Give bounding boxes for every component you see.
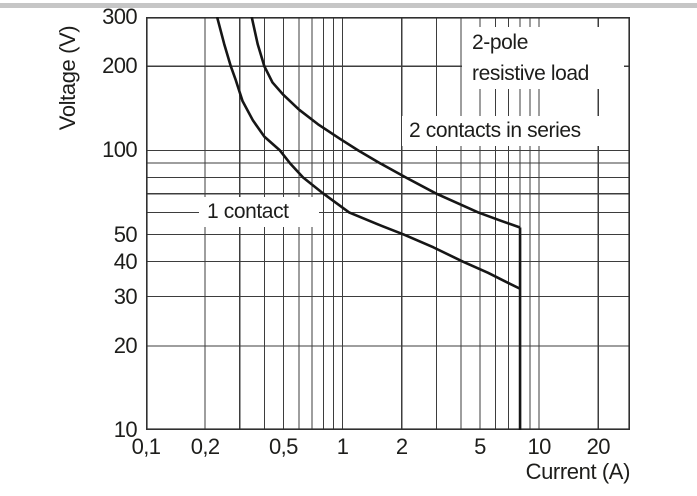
top-divider-line bbox=[0, 3, 697, 8]
x-tick-label: 1 bbox=[336, 434, 349, 459]
annotation-line: 2-pole bbox=[472, 31, 528, 54]
y-tick-label: 20 bbox=[113, 332, 138, 358]
x-tick-label: 0,2 bbox=[190, 434, 220, 459]
x-tick-label: 20 bbox=[586, 434, 611, 459]
x-tick-label: 0,5 bbox=[268, 434, 298, 459]
x-tick-label: 0,1 bbox=[131, 434, 161, 459]
curve-2-contacts-in-series bbox=[250, 17, 521, 229]
annotation-line: 2 contacts in series bbox=[409, 119, 581, 142]
annotation-line: 1 contact bbox=[207, 200, 289, 223]
x-tick-label: 2 bbox=[395, 434, 408, 459]
y-tick-label: 10 bbox=[113, 417, 138, 442]
plot-border bbox=[146, 17, 630, 430]
annotation-two-pole-resistive-load: 2-pole resistive load bbox=[462, 27, 624, 89]
annotation-line: resistive load bbox=[472, 62, 589, 85]
y-tick-label: 200 bbox=[102, 53, 138, 79]
x-tick-label: 10 bbox=[527, 434, 551, 459]
y-tick-label: 300 bbox=[102, 4, 138, 29]
y-tick-label: 30 bbox=[113, 283, 138, 309]
curve-1-contact bbox=[215, 17, 521, 290]
plot-area: 2-pole resistive load 2 contacts in seri… bbox=[146, 17, 630, 430]
y-tick-label: 50 bbox=[113, 221, 138, 247]
annotation-two-contacts-in-series: 2 contacts in series bbox=[402, 116, 619, 146]
y-axis-title: Voltage (V) bbox=[55, 25, 80, 131]
x-tick-label: 5 bbox=[474, 434, 486, 459]
x-axis-title: Current (A) bbox=[525, 459, 631, 484]
y-tick-label: 100 bbox=[102, 137, 138, 163]
y-tick-label: 40 bbox=[113, 248, 138, 274]
annotation-one-contact: 1 contact bbox=[199, 197, 319, 227]
